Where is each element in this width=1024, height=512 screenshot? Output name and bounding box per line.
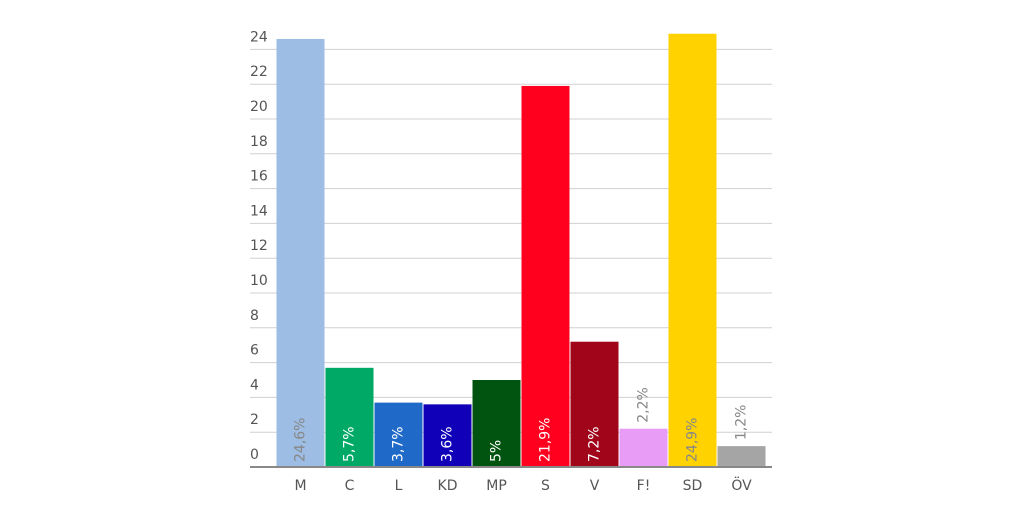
- bar: [570, 341, 619, 467]
- y-tick-label: 6: [250, 343, 259, 359]
- bar: [521, 85, 570, 467]
- value-label: 1,2%: [734, 405, 750, 441]
- y-tick-label: 10: [250, 273, 268, 289]
- bar: [276, 38, 325, 468]
- y-tick-label: 2: [250, 412, 259, 428]
- value-label: 21,9%: [538, 418, 554, 462]
- x-tick-label: S: [541, 478, 550, 494]
- value-label: 24,6%: [293, 418, 309, 462]
- bar: [668, 33, 717, 468]
- y-tick-label: 8: [250, 308, 259, 324]
- bar: [472, 380, 521, 467]
- y-tick-label: 14: [250, 203, 268, 219]
- y-tick-label: 24: [250, 29, 268, 45]
- value-label: 5%: [489, 440, 505, 462]
- y-tick-label: 18: [250, 134, 268, 150]
- x-tick-label: M: [294, 478, 306, 494]
- x-tick-label: C: [345, 478, 355, 494]
- value-label: 7,2%: [587, 426, 603, 462]
- y-tick-label: 22: [250, 64, 268, 80]
- value-label: 3,6%: [440, 426, 456, 462]
- y-tick-label: 16: [250, 169, 268, 185]
- bar: [423, 404, 472, 467]
- x-tick-label: SD: [683, 478, 703, 494]
- value-label: 3,7%: [391, 426, 407, 462]
- y-tick-label: 20: [250, 99, 268, 115]
- value-label: 24,9%: [685, 418, 701, 462]
- x-tick-label: ÖV: [731, 476, 752, 494]
- x-tick-label: F!: [637, 478, 651, 494]
- value-label: 2,2%: [636, 387, 652, 423]
- x-tick-label: L: [395, 478, 403, 494]
- value-label: 5,7%: [342, 426, 358, 462]
- bar: [619, 428, 668, 467]
- bar: [717, 446, 766, 467]
- y-tick-label: 12: [250, 238, 268, 254]
- y-tick-label: 0: [250, 447, 259, 463]
- x-tick-label: MP: [486, 478, 507, 494]
- y-tick-label: 4: [250, 377, 259, 393]
- x-tick-label: V: [590, 478, 600, 494]
- bar: [374, 402, 423, 467]
- bar: [325, 367, 374, 467]
- x-tick-label: KD: [438, 478, 458, 494]
